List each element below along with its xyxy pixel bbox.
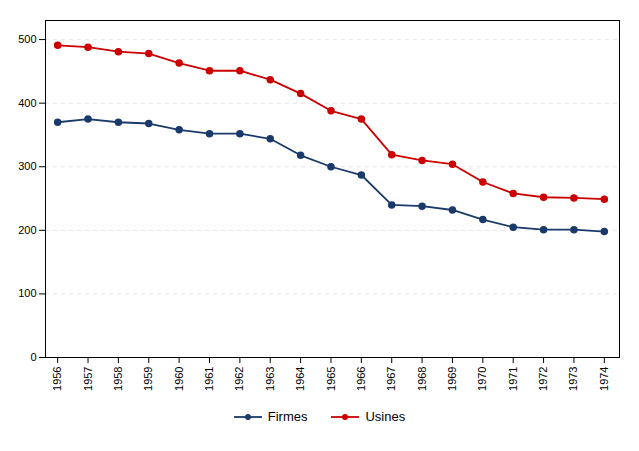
- svg-text:200: 200: [18, 224, 36, 236]
- svg-text:100: 100: [18, 287, 36, 299]
- svg-text:1967: 1967: [385, 367, 397, 391]
- svg-text:1962: 1962: [233, 367, 245, 391]
- svg-text:1970: 1970: [476, 367, 488, 391]
- svg-text:1973: 1973: [567, 367, 579, 391]
- svg-text:500: 500: [18, 33, 36, 45]
- svg-text:1960: 1960: [173, 367, 185, 391]
- svg-text:1959: 1959: [142, 367, 154, 391]
- svg-text:300: 300: [18, 160, 36, 172]
- svg-text:1963: 1963: [264, 367, 276, 391]
- svg-text:1969: 1969: [446, 367, 458, 391]
- svg-text:1966: 1966: [355, 367, 367, 391]
- svg-text:1968: 1968: [416, 367, 428, 391]
- svg-text:1958: 1958: [112, 367, 124, 391]
- svg-text:0: 0: [30, 351, 36, 363]
- svg-text:1974: 1974: [598, 367, 610, 391]
- svg-text:400: 400: [18, 97, 36, 109]
- html-text:Usines: Usines: [365, 409, 406, 424]
- svg-text:1964: 1964: [294, 367, 306, 391]
- svg-text:1961: 1961: [203, 367, 215, 391]
- svg-text:1956: 1956: [51, 367, 63, 391]
- svg-text:1972: 1972: [537, 367, 549, 391]
- html-text:Firmes: Firmes: [267, 409, 308, 424]
- svg-text:1965: 1965: [325, 367, 337, 391]
- svg-text:1971: 1971: [507, 367, 519, 391]
- svg-text:1957: 1957: [82, 367, 94, 391]
